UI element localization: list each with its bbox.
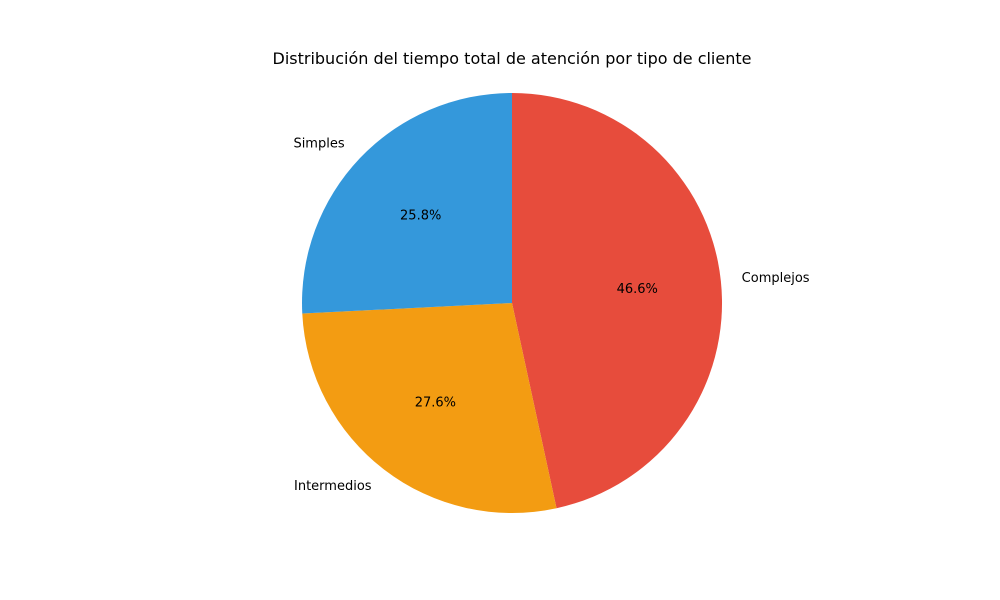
- pct-label-complejos: 46.6%: [617, 282, 658, 297]
- slice-label-intermedios: Intermedios: [294, 479, 372, 494]
- slice-label-complejos: Complejos: [742, 271, 810, 286]
- pie-slice-complejos: [512, 93, 723, 509]
- pie-slice-intermedios: [302, 303, 557, 514]
- pie-slices: [302, 93, 723, 514]
- pct-label-intermedios: 27.6%: [415, 396, 456, 411]
- slice-label-simples: Simples: [293, 136, 344, 151]
- pie-slice-simples: [302, 93, 512, 314]
- pie-labels: Complejos 46.6% Intermedios 27.6% Simples 25.…: [293, 136, 809, 494]
- pct-label-simples: 25.8%: [400, 209, 441, 224]
- chart-title: Distribución del tiempo total de atenció…: [273, 49, 752, 68]
